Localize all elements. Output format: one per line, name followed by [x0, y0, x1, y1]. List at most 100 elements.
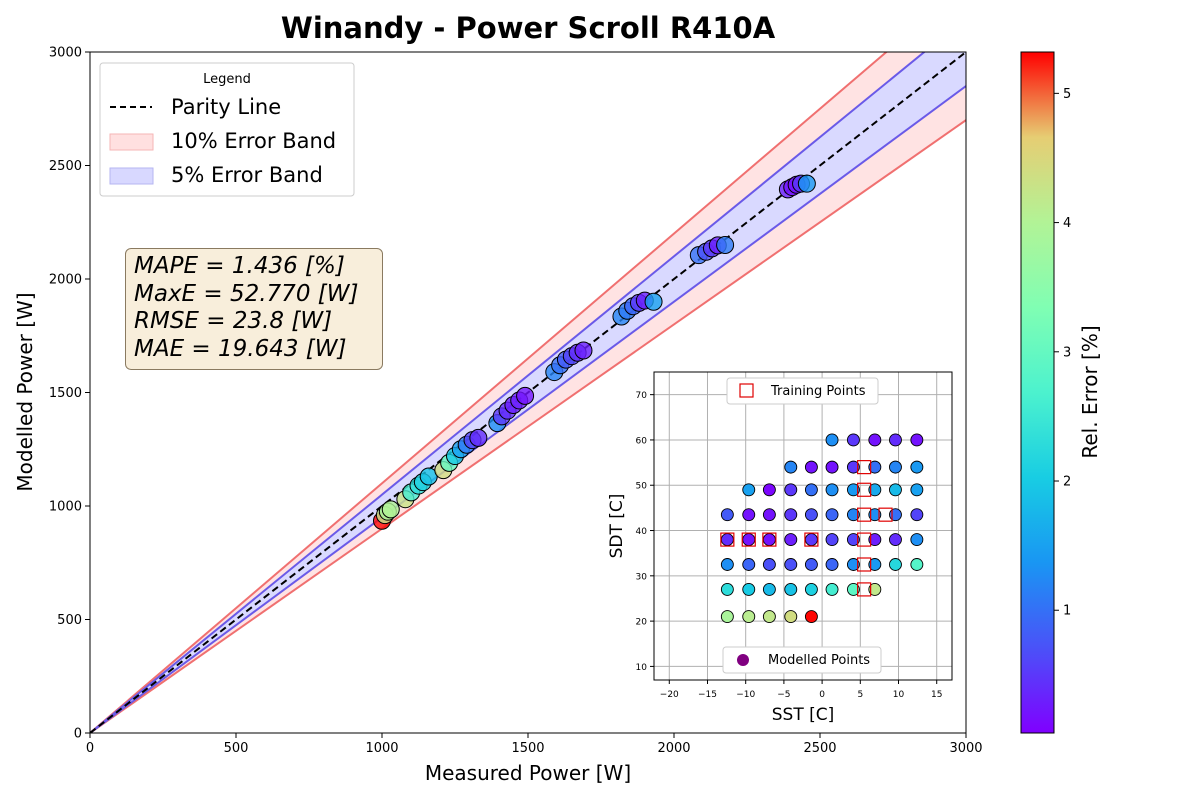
modelled-point	[889, 483, 902, 497]
modelled-point	[720, 582, 734, 596]
modelled-point	[784, 582, 798, 596]
main-scatter-points	[373, 174, 816, 530]
x-axis-ticks: 0 500 1000 1500 2000 2500 3000	[86, 733, 983, 756]
x-tick-label: 1500	[511, 741, 544, 756]
modelled-point	[742, 610, 756, 624]
modelled-point	[889, 533, 902, 547]
inset-y-ticks: 10 20 30 40 50 60 70	[636, 391, 654, 673]
colorbar-frame	[1020, 51, 1055, 734]
modelled-point	[910, 460, 924, 474]
modelled-point	[804, 582, 818, 596]
data-point	[574, 341, 593, 360]
x-tick-label: 500	[224, 741, 249, 756]
inset-x-tick-label: 10	[893, 690, 905, 700]
main-legend: Legend Parity Line 10% Error Band 5% Err…	[99, 62, 355, 197]
legend-5pct-label: 5% Error Band	[171, 163, 323, 187]
inset-y-tick-label: 20	[636, 618, 648, 628]
metric-mape: MAPE = 1.436 [%]	[134, 253, 345, 279]
modelled-point	[868, 433, 882, 447]
modelled-point-swatch	[737, 654, 749, 666]
modelled-point	[825, 460, 839, 474]
modelled-point	[825, 533, 839, 547]
modelled-point	[889, 433, 902, 447]
x-axis-label: Measured Power [W]	[425, 761, 631, 785]
legend-5pct-swatch	[109, 167, 154, 185]
modelled-point	[720, 533, 734, 547]
modelled-point	[742, 483, 756, 497]
legend-10pct-swatch	[109, 133, 154, 151]
data-point	[644, 292, 663, 311]
colorbar-tick-label: 3	[1063, 345, 1071, 360]
inset-y-tick-label: 60	[636, 436, 648, 446]
inset-x-axis-label: SST [C]	[772, 705, 835, 725]
modelled-point	[784, 533, 798, 547]
modelled-point	[804, 460, 818, 474]
modelled-point	[846, 483, 860, 497]
modelled-point	[910, 558, 924, 571]
modelled-point	[910, 508, 924, 522]
modelled-point	[784, 483, 798, 497]
data-point	[797, 174, 816, 193]
chart-title: Winandy - Power Scroll R410A	[281, 11, 776, 45]
modelled-point	[910, 483, 924, 497]
modelled-point	[846, 460, 860, 474]
modelled-point	[742, 508, 756, 522]
metric-mae: MAE = 19.643 [W]	[134, 335, 347, 362]
legend-frame	[99, 62, 355, 197]
modelled-point	[720, 508, 734, 522]
modelled-point	[889, 460, 902, 474]
modelled-point	[868, 582, 882, 596]
modelled-point	[846, 558, 860, 571]
colorbar-tick-label: 5	[1063, 87, 1071, 102]
legend-title: Legend	[203, 72, 251, 87]
inset-modelled-points	[720, 433, 924, 624]
training-point	[857, 582, 872, 597]
training-point	[857, 482, 872, 497]
modelled-point	[742, 558, 756, 571]
modelled-point	[804, 483, 818, 497]
inset-y-tick-label: 30	[636, 572, 648, 582]
data-point	[716, 235, 735, 254]
y-tick-label: 1000	[49, 500, 82, 515]
modelled-point	[784, 460, 798, 474]
x-tick-label: 3000	[949, 741, 982, 756]
y-axis-label: Modelled Power [W]	[13, 292, 37, 491]
modelled-point	[868, 483, 882, 497]
training-point	[804, 532, 819, 547]
training-point	[857, 507, 872, 522]
x-tick-label: 0	[86, 741, 94, 756]
inset-x-tick-label: 5	[857, 690, 863, 700]
inset-x-tick-label: −15	[698, 690, 717, 700]
inset-y-tick-label: 50	[636, 482, 648, 492]
modelled-point	[825, 483, 839, 497]
colorbar-gradient	[1021, 52, 1054, 733]
modelled-point	[889, 558, 902, 571]
inset-legend-training-frame	[726, 377, 879, 405]
modelled-point	[868, 508, 882, 522]
inset-legend-modelled: Modelled Points	[722, 646, 882, 674]
modelled-point	[762, 533, 776, 547]
data-point	[381, 500, 400, 519]
modelled-point	[889, 508, 902, 522]
inset-legend-modelled-frame	[722, 646, 882, 674]
training-point	[878, 507, 893, 522]
y-tick-label: 2000	[49, 273, 82, 288]
inset-frame	[653, 371, 953, 681]
metric-maxe: MaxE = 52.770 [W]	[134, 280, 359, 307]
colorbar-tick-label: 1	[1063, 604, 1071, 619]
inset-legend-modelled-label: Modelled Points	[768, 653, 870, 668]
inset-x-tick-label: 15	[931, 690, 942, 700]
inset-y-tick-label: 40	[636, 527, 648, 537]
error-band-upper-edge	[90, 52, 888, 733]
modelled-point	[720, 610, 734, 624]
modelled-point	[825, 433, 839, 447]
modelled-point	[868, 558, 882, 571]
modelled-point	[762, 483, 776, 497]
data-point	[516, 386, 535, 405]
modelled-point	[784, 610, 798, 624]
x-tick-label: 1000	[365, 741, 398, 756]
inset-y-tick-label: 70	[636, 391, 648, 401]
modelled-point	[784, 508, 798, 522]
modelled-point	[804, 533, 818, 547]
